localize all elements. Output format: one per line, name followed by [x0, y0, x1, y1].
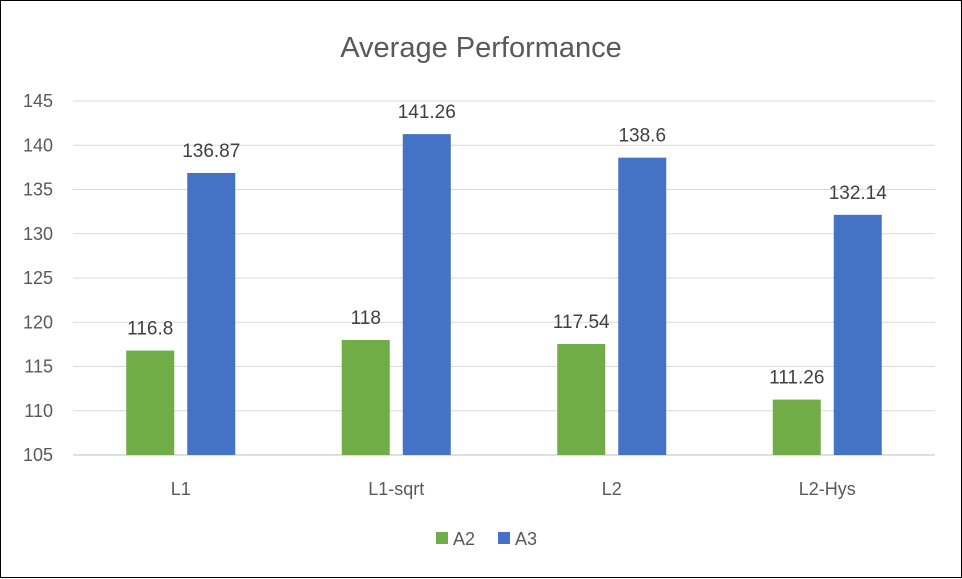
x-tick-label: L2 [602, 479, 622, 499]
legend-label-a3: A3 [515, 529, 537, 549]
x-tick-label: L2-Hys [799, 479, 856, 499]
data-label: 118 [351, 308, 381, 329]
bar-a2-l2-hys [772, 399, 821, 455]
y-tick-label: 120 [23, 312, 53, 332]
bars [126, 134, 882, 455]
data-label: 111.26 [769, 368, 824, 389]
y-tick-label: 135 [23, 180, 53, 200]
y-tick-label: 130 [23, 224, 53, 244]
bar-a3-l2 [618, 157, 667, 455]
data-label: 116.8 [127, 319, 173, 340]
data-labels: 116.8 136.87 118 141.26 117.54 138.6 111.26 132… [127, 102, 887, 389]
legend: A2 A3 [436, 529, 537, 549]
legend-swatch-a2 [436, 532, 448, 544]
y-tick-label: 105 [23, 445, 53, 465]
data-label: 117.54 [553, 312, 610, 333]
y-tick-label: 115 [24, 357, 53, 377]
data-label: 141.26 [398, 102, 456, 123]
x-tick-label: L1 [171, 479, 191, 499]
data-label: 136.87 [182, 141, 240, 162]
legend-label-a2: A2 [453, 529, 475, 549]
x-axis: L1 L1-sqrt L2 L2-Hys [171, 479, 856, 499]
bar-a2-l1 [126, 350, 175, 455]
chart-title: Average Performance [340, 32, 622, 64]
bar-a3-l1 [187, 172, 236, 455]
legend-swatch-a3 [498, 532, 510, 544]
y-tick-label: 145 [23, 91, 53, 111]
x-tick-label: L1-sqrt [368, 479, 424, 499]
bar-a2-l1-sqrt [341, 339, 390, 455]
y-tick-label: 140 [23, 135, 53, 155]
data-label: 138.6 [618, 126, 666, 147]
bar-a3-l2-hys [833, 214, 882, 455]
bar-a2-l2 [557, 344, 606, 455]
y-tick-label: 125 [23, 268, 53, 288]
y-tick-label: 110 [24, 401, 53, 421]
y-axis: 105 110 115 120 125 130 135 140 145 [23, 91, 53, 465]
data-label: 132.14 [829, 183, 888, 204]
bar-a3-l1-sqrt [402, 134, 451, 455]
